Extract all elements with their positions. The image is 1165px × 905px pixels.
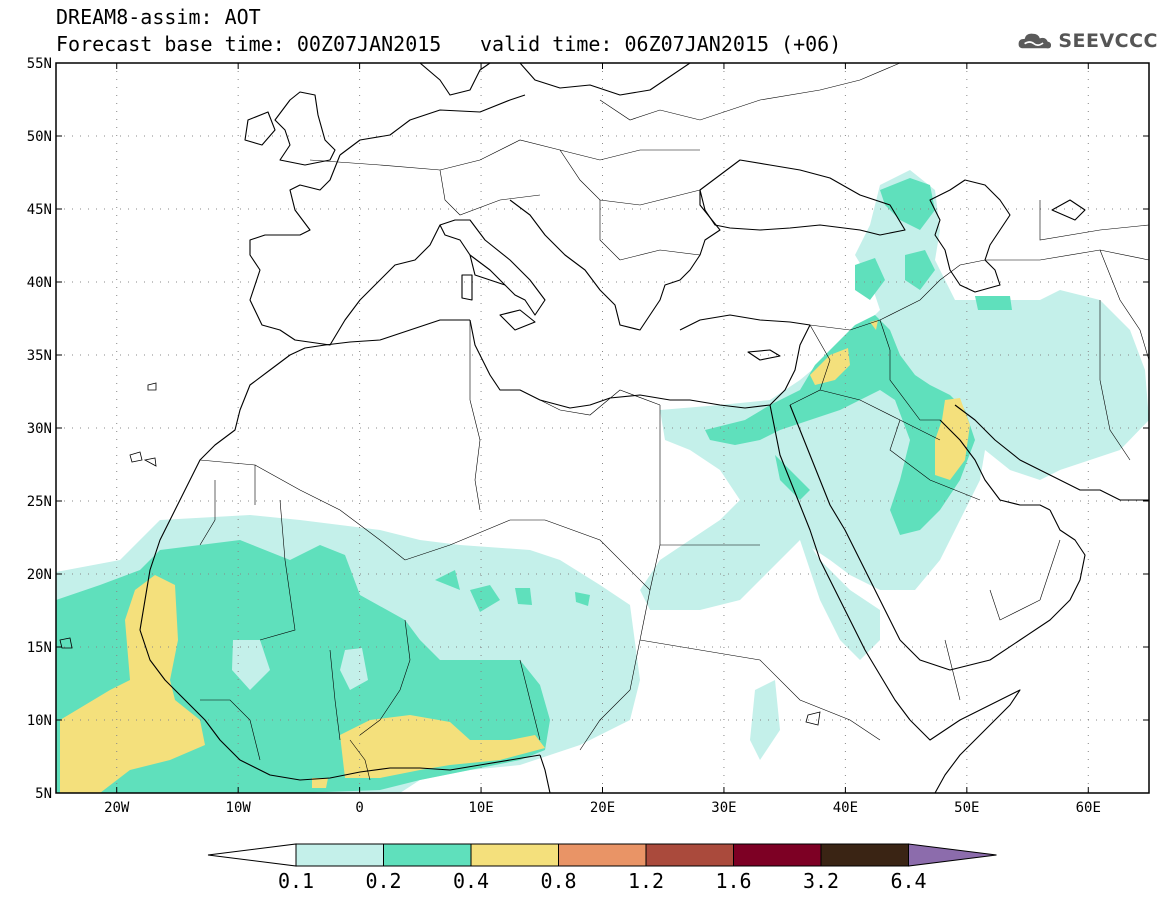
lon-tick-label: 0 [355,800,363,816]
lat-tick-label: 30N [27,421,52,437]
aot-shading [56,170,1149,793]
lon-tick-label: 10E [468,800,493,816]
lat-tick-label: 5N [35,786,52,802]
colorbar-swatch [733,843,822,867]
colorbar-label: 0.2 [365,869,401,893]
lat-tick-label: 15N [27,640,52,656]
longitude-axis: 20W 10W 0 10E 20E 30E 40E 50E 60E [104,63,1101,816]
colorbar-label: 3.2 [803,869,839,893]
lat-tick-label: 20N [27,567,52,583]
valid-time: valid time: 06Z07JAN2015 (+06) [480,32,842,56]
lat-tick-label: 10N [27,713,52,729]
lon-tick-label: 40E [833,800,858,816]
lat-tick-label: 25N [27,494,52,510]
colorbar-label: 1.2 [628,869,664,893]
colorbar-label: 0.8 [540,869,576,893]
logo-text: SEEVCCC [1058,30,1158,52]
lat-tick-label: 35N [27,348,52,364]
country-borders [199,63,1149,781]
colorbar-label: 0.4 [453,869,489,893]
forecast-base-time: Forecast base time: 00Z07JAN2015 [56,32,442,56]
lat-tick-label: 55N [27,56,52,72]
latitude-axis: 55N 50N 45N 40N 35N 30N 25N 20N 15N 10N 5N [27,56,1149,802]
colorbar: 0.1 0.2 0.4 0.8 1.2 1.6 3.2 6.4 [207,843,997,893]
lon-tick-label: 50E [954,800,979,816]
colorbar-swatch [558,843,647,867]
colorbar-swatch [645,843,734,867]
colorbar-arrow-low [207,843,297,867]
lat-tick-label: 45N [27,202,52,218]
map-grid [56,63,1149,793]
colorbar-swatch [295,843,384,867]
colorbar-label: 1.6 [715,869,751,893]
lat-tick-label: 40N [27,275,52,291]
lon-tick-label: 10W [226,800,252,816]
lon-tick-label: 20E [590,800,615,816]
colorbar-arrow-high [908,843,997,867]
colorbar-label: 0.1 [278,869,314,893]
seevccc-logo: SEEVCCC [1018,24,1158,58]
cloud-icon [1018,33,1052,49]
lon-tick-label: 60E [1076,800,1101,816]
lat-tick-label: 50N [27,129,52,145]
colorbar-swatch [820,843,909,867]
colorbar-swatch [470,843,559,867]
coastlines [139,63,1149,793]
colorbar-swatch [383,843,472,867]
colorbar-label: 6.4 [890,869,926,893]
lon-tick-label: 20W [104,800,130,816]
lon-tick-label: 30E [711,800,736,816]
map-title: DREAM8-assim: AOT [56,5,261,29]
